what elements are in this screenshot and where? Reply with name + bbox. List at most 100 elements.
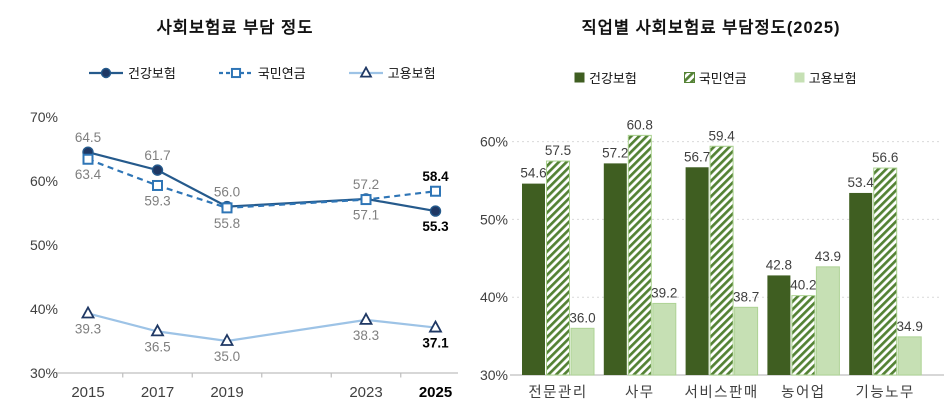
bar-chart-plot: 30% 40% 50% 60% 전문관리 사무 서비스판매 농어업 기능노무 54.6 57.2 56… [480,117,944,401]
y-tick-label: 70% [30,109,58,125]
legend-marker-triangle-icon [348,65,383,78]
data-label: 39.3 [75,321,101,336]
y-tick-label: 50% [30,237,58,253]
bar [627,134,652,376]
legend-label: 건강보험 [589,71,637,86]
marker-circle [429,205,442,217]
y-tick-label: 40% [30,301,58,317]
x-tick-label: 2025 [419,384,452,401]
x-tick-label: 2019 [210,384,243,401]
bar-series-고용보험: 36.0 39.2 38.7 43.9 34.9 [569,249,923,376]
series-고용보험: 39.3 36.5 35.0 38.3 37.1 [75,305,449,364]
data-label: 57.2 [353,177,379,192]
marker-square [82,153,94,165]
marker-triangle [358,312,374,325]
bar [652,302,677,376]
series-line [87,151,436,213]
bar [709,145,734,376]
legend-item-고용보험: 고용보험 [348,63,436,82]
category-label: 기능노무 [856,384,915,401]
bar-value-label: 54.6 [520,166,546,181]
legend-item-국민연금: 국민연금 [218,63,306,82]
legend-swatch [683,72,695,83]
series-line [87,312,436,343]
legend-label: 고용보험 [808,71,857,86]
legend-swatch-hatch-icon [683,72,695,83]
category-label: 사무 [625,384,655,401]
bar [873,167,898,376]
legend-item-건강보험: 건강보험 [574,68,637,87]
bar-value-label: 57.5 [545,143,571,158]
marker-square [152,179,163,191]
marker-circle [100,67,112,78]
bar [522,183,545,375]
marker-triangle [219,333,235,346]
bar [603,163,627,375]
bar-value-label: 56.7 [684,149,710,164]
legend-swatch [794,72,805,83]
legend-swatch [574,72,585,83]
category-label: 농어업 [781,384,826,401]
y-tick-label: 40% [480,289,508,305]
y-tick-label: 30% [30,365,58,381]
marker-triangle [150,323,165,337]
bar [897,336,922,376]
marker-triangle [359,65,373,78]
y-tick-label: 30% [480,367,508,383]
legend-label: 건강보험 [128,66,176,81]
y-tick-label: 60% [480,134,508,150]
data-label: 38.3 [353,328,379,343]
bar-series-건강보험: 54.6 57.2 56.7 42.8 53.4 [520,145,874,375]
bar-series-국민연금: 57.5 60.8 59.4 40.2 56.6 [545,117,898,376]
bar [791,295,816,376]
data-label: 58.4 [422,169,449,184]
data-label: 55.3 [422,219,449,234]
bar-value-label: 57.2 [602,145,628,160]
bar [546,160,570,376]
line-chart-section: 사회보험료 부담 정도 건강보험 국민연금 고용보험 30% 40% 50% 60% 70%… [0,0,470,414]
category-label: 전문관리 [528,384,587,401]
data-label: 35.0 [214,349,240,364]
legend-label: 고용보험 [387,66,436,81]
line-chart-legend: 건강보험 국민연금 고용보험 [88,63,436,82]
data-label: 36.5 [144,339,170,354]
legend-item-고용보험: 고용보험 [794,68,857,87]
bar-value-label: 42.8 [766,257,792,272]
data-label: 37.1 [422,336,449,351]
bar [734,306,759,376]
bar-chart-legend: 건강보험 국민연금 고용보험 [574,68,857,87]
legend-swatch-solid-icon [794,72,805,83]
bar-chart-title: 직업별 사회보험료 부담정도(2025) [581,19,841,37]
data-label: 61.7 [144,148,170,163]
category-label: 서비스판매 [684,384,758,401]
bar-value-label: 38.7 [733,289,759,304]
bar-value-label: 34.9 [897,319,923,334]
data-label: 57.1 [353,208,379,223]
bar [685,167,709,375]
bar [815,266,840,376]
data-label: 59.3 [144,193,170,208]
legend-marker-square-icon [218,67,253,78]
bar-value-label: 43.9 [815,249,841,264]
legend-item-국민연금: 국민연금 [683,68,747,87]
line-chart-title: 사회보험료 부담 정도 [156,19,314,37]
bar-value-label: 53.4 [848,175,875,190]
y-tick-label: 60% [30,173,58,189]
bar-value-label: 39.2 [651,285,677,300]
marker-square [360,194,372,206]
legend-item-건강보험: 건강보험 [88,63,176,82]
bar-value-label: 56.6 [872,150,898,165]
bar-value-label: 60.8 [627,117,653,132]
marker-square [430,185,441,197]
bar-value-label: 40.2 [790,278,816,293]
series-건강보험: 64.5 61.7 56.0 57.2 55.3 [75,130,449,234]
bar [767,275,791,375]
marker-triangle [80,305,96,319]
series-국민연금: 63.4 59.3 55.8 57.1 58.4 [75,153,449,231]
legend-marker-circle-icon [89,67,123,78]
bar-chart-section: 직업별 사회보험료 부담정도(2025) 건강보험 국민연금 고용보험 30% 40%… [470,0,952,414]
bar [570,327,595,376]
x-tick-label: 2023 [349,384,382,401]
bar-value-label: 59.4 [708,128,735,143]
